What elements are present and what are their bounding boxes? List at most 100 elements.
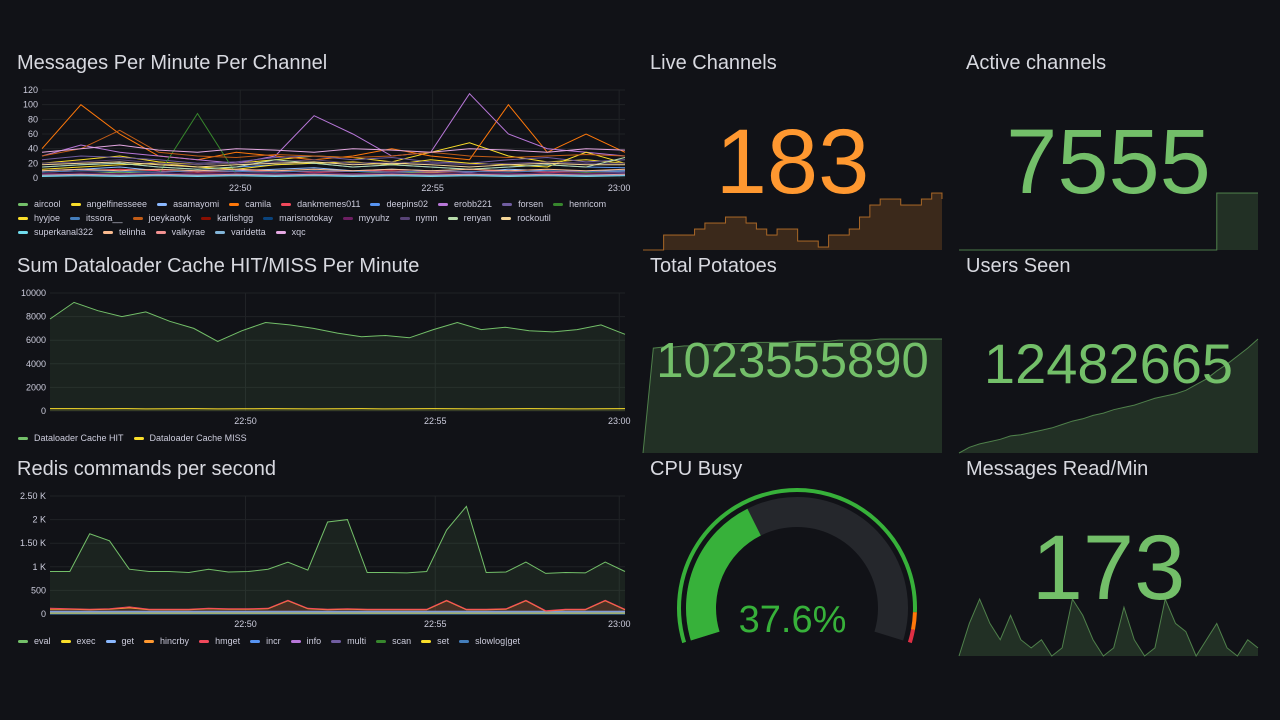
panel-title: Messages Per Minute Per Channel (17, 52, 328, 74)
messages-chart[interactable]: 0 20 40 60 80 100 120 22:50 22:55 23:00 (10, 50, 630, 193)
legend-label: telinha (119, 227, 146, 237)
messages-read-sparkline (958, 597, 1259, 658)
legend-item[interactable]: dankmemes011 (281, 199, 360, 209)
y-tick-label: 1 K (32, 562, 46, 572)
legend-item[interactable]: hincrby (144, 636, 189, 646)
legend-swatch (18, 202, 28, 206)
dataloader-panel: Sum Dataloader Cache HIT/MISS Per Minute… (10, 253, 631, 453)
legend-swatch (157, 202, 168, 206)
legend-item[interactable]: xqc (275, 227, 306, 237)
legend-item[interactable]: renyan (447, 213, 492, 223)
messages-panel: Messages Per Minute Per Channel 0 20 40 60 8… (10, 50, 630, 250)
legend-label: Dataloader Cache MISS (149, 433, 247, 443)
legend-item[interactable]: hyyjoe (18, 213, 60, 223)
legend-item[interactable]: itssora__ (70, 213, 123, 223)
gauge-fill (686, 508, 762, 641)
legend-item[interactable]: joeykaotyk (132, 213, 191, 223)
legend-item[interactable]: scan (376, 636, 411, 646)
legend-item[interactable]: multi (331, 636, 366, 646)
series-line (41, 144, 626, 153)
y-tick-label: 500 (31, 585, 46, 595)
legend-item[interactable]: rockoutil (501, 213, 551, 223)
legend-item[interactable]: telinha (103, 227, 146, 237)
legend-item[interactable]: henricom (553, 199, 606, 209)
legend-swatch (250, 639, 261, 643)
legend-item[interactable]: marisnotokay (263, 213, 333, 223)
legend-item[interactable]: forsen (502, 199, 543, 209)
stat-value: 12482665 (983, 332, 1234, 395)
legend-item[interactable]: aircool (18, 199, 61, 209)
legend-item[interactable]: incr (250, 636, 281, 646)
legend-swatch (18, 216, 28, 220)
series-line (41, 173, 626, 176)
panel-title: CPU Busy (650, 458, 743, 480)
legend-item[interactable]: Dataloader Cache HIT (18, 433, 124, 443)
legend-item[interactable]: asamayomi (157, 199, 219, 209)
legend-item[interactable]: set (421, 636, 449, 646)
series-line (41, 174, 626, 177)
panel-title: Total Potatoes (650, 255, 777, 277)
series-line (49, 599, 626, 612)
threshold-green-arc (677, 488, 917, 644)
legend-item[interactable]: varidetta (215, 227, 266, 237)
legend-label: superkanal322 (34, 227, 94, 237)
legend-label: slowlog|get (475, 636, 521, 646)
legend-swatch (370, 202, 381, 206)
legend-swatch (105, 639, 116, 643)
legend-swatch (229, 202, 240, 206)
legend-item[interactable]: get (105, 636, 135, 646)
x-tick-label: 22:50 (234, 619, 257, 629)
stat-value: 183 (715, 111, 870, 213)
legend-item[interactable]: nymn (399, 213, 438, 223)
legend-item[interactable]: hmget (199, 636, 240, 646)
series-line (41, 175, 626, 178)
sparkline-line (642, 338, 942, 454)
legend-item[interactable]: valkyrae (155, 227, 206, 237)
total-potatoes-sparkline (642, 338, 942, 454)
redis-panel: Redis commands per second 0 500 1 K 1.50 K 2… (10, 456, 631, 656)
legend-label: valkyrae (171, 227, 206, 237)
legend-label: renyan (463, 213, 492, 223)
gauge-value: 37.6% (738, 599, 847, 641)
legend-label: get (121, 636, 135, 646)
legend-label: xqc (291, 227, 306, 237)
legend-item[interactable]: deepins02 (370, 199, 428, 209)
series-area (50, 600, 625, 614)
legend-swatch (376, 639, 387, 643)
dataloader-chart[interactable]: 0 2000 4000 6000 8000 10000 22:50 22:55 23:00 (10, 253, 631, 433)
legend-item[interactable]: info (290, 636, 321, 646)
x-tick-label: 22:50 (234, 416, 257, 426)
legend-item[interactable]: eval (18, 636, 51, 646)
sparkline-line (959, 192, 1258, 251)
legend-item[interactable]: angelfinesseee (70, 199, 148, 209)
legend-label: karlishgg (217, 213, 254, 223)
redis-chart[interactable]: 0 500 1 K 1.50 K 2 K 2.50 K 22:50 22:55 23:00 (10, 456, 631, 636)
chart-legend: aircool angelfinesseee asamayomi camila dank… (18, 199, 618, 237)
legend-label: angelfinesseee (86, 199, 148, 209)
legend-label: marisnotokay (279, 213, 333, 223)
series-line (50, 505, 626, 574)
sparkline-area (959, 339, 1258, 453)
series-line (41, 173, 626, 175)
legend-item[interactable]: Dataloader Cache MISS (133, 433, 247, 443)
legend-swatch (502, 202, 513, 206)
series-line (41, 159, 625, 166)
legend-item[interactable]: exec (60, 636, 96, 646)
legend-item[interactable]: superkanal322 (18, 227, 93, 237)
legend-swatch (501, 216, 512, 220)
legend-item[interactable]: erobb221 (438, 199, 492, 209)
legend-label: hmget (215, 636, 241, 646)
y-tick-label: 2 K (32, 515, 46, 525)
legend-item[interactable]: karlishgg (201, 213, 253, 223)
legend-item[interactable]: myyuhz (342, 213, 390, 223)
sparkline-line (958, 338, 1259, 454)
legend-item[interactable]: camila (229, 199, 271, 209)
legend-swatch (290, 639, 301, 643)
legend-swatch (133, 436, 144, 440)
legend-item[interactable]: slowlog|get (459, 636, 520, 646)
sparkline-line (643, 192, 943, 251)
sparkline-area (643, 339, 942, 453)
legend-label: dankmemes011 (297, 199, 361, 209)
series-area (50, 302, 625, 411)
y-tick-label: 1.50 K (20, 538, 46, 548)
